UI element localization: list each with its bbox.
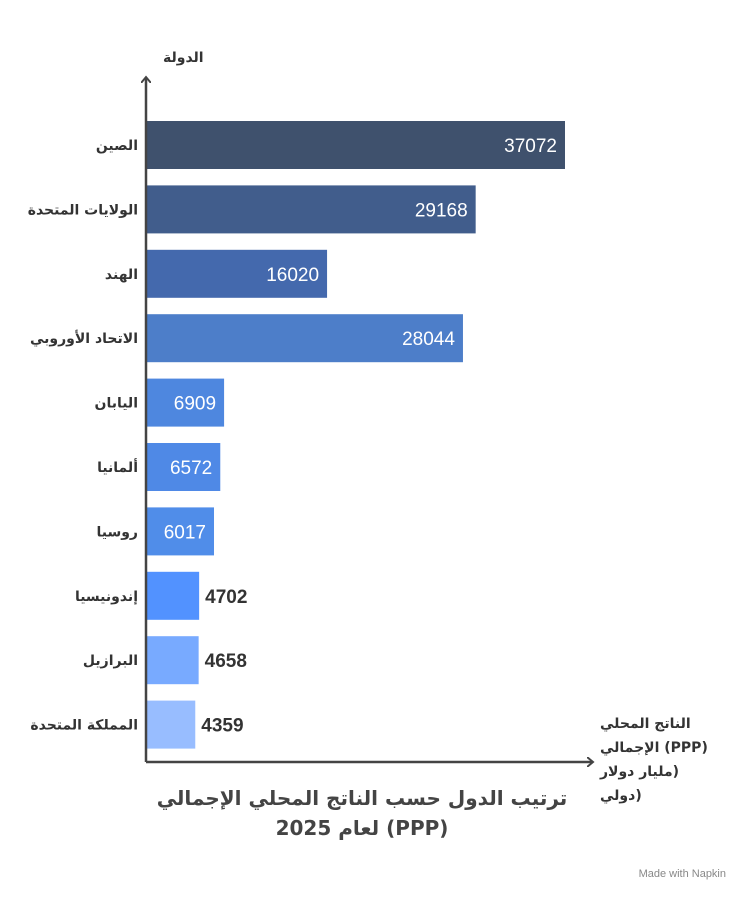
value-label-7: 4702 (205, 587, 247, 608)
value-label-9: 4359 (201, 716, 243, 737)
napkin-credit: Made with Napkin (639, 868, 726, 880)
x-axis-title: الناتج المحلي الإجمالي (PPP) مليار دولار… (599, 716, 708, 804)
chart-title-line-2: لعام 2025 (PPP) (276, 816, 449, 840)
bar-6 (146, 507, 215, 556)
value-label-5: 6572 (170, 458, 212, 479)
x-axis-title-line-2: الإجمالي (PPP) (600, 740, 708, 756)
value-label-4: 6909 (174, 394, 216, 415)
x-axis-title-line-1: الناتج المحلي (600, 716, 691, 732)
value-label-1: 29168 (415, 200, 468, 221)
category-label-3: الاتحاد الأوروبي (30, 330, 138, 347)
category-label-5: ألمانيا (97, 458, 138, 476)
bar-0 (146, 121, 565, 169)
value-label-6: 6017 (164, 522, 206, 543)
bar-4 (146, 378, 225, 427)
category-label-1: الولايات المتحدة (28, 202, 138, 218)
bar-1 (146, 185, 476, 234)
bar-8 (146, 636, 199, 685)
value-label-3: 28044 (402, 329, 455, 350)
bars-layer: الصين 37072 الولايات المتحدة 29168 الهند 1602… (28, 121, 565, 749)
category-label-6: روسيا (96, 524, 138, 540)
bar-2 (146, 249, 328, 298)
value-label-0: 37072 (504, 136, 557, 157)
category-label-7: إندونيسيا (75, 589, 138, 605)
value-label-8: 4658 (205, 651, 247, 672)
y-axis-title: الدولة (163, 50, 204, 66)
category-label-4: اليابان (95, 396, 139, 412)
value-label-2: 16020 (266, 265, 319, 286)
category-label-0: الصين (96, 138, 138, 154)
category-label-9: المملكة المتحدة (30, 718, 138, 734)
bar-5 (146, 443, 221, 491)
x-axis-title-line-4: دولي) (600, 788, 642, 804)
x-axis-title-line-3: مليار دولار) (599, 764, 679, 780)
category-label-2: الهند (105, 267, 138, 283)
category-label-8: البرازيل (83, 653, 138, 669)
bar-3 (146, 314, 463, 363)
bar-7 (146, 571, 200, 620)
bar-9 (146, 700, 196, 749)
chart-title-line-1: ترتيب الدول حسب الناتج المحلي الإجمالي (157, 786, 568, 811)
